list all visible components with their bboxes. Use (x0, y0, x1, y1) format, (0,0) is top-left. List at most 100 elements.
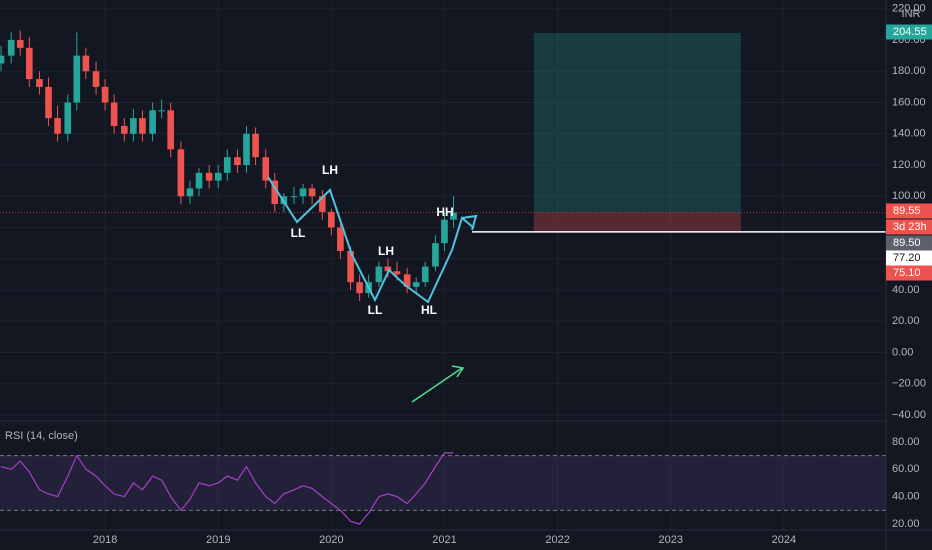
candle-body (16, 40, 24, 48)
candle-body (25, 47, 33, 80)
candle-body (450, 212, 457, 220)
candle-body (177, 149, 185, 197)
arrow-head (461, 214, 478, 231)
candle-body (262, 157, 270, 181)
y-tick-label: −40.00 (892, 409, 926, 421)
y-tick-label: 20.00 (892, 315, 920, 327)
countdown-tag (886, 219, 932, 235)
candle-body (54, 118, 61, 134)
candle-body (403, 274, 411, 287)
x-tick-label: 2020 (319, 534, 343, 546)
rsi-tick-label: 60.00 (892, 463, 920, 475)
x-tick-label: 2022 (545, 534, 569, 546)
candle-body (0, 55, 5, 64)
candle-body (149, 110, 156, 134)
candle-body (393, 271, 401, 275)
candle-body (139, 118, 146, 134)
axis-tag (886, 235, 932, 251)
candle-body (158, 110, 165, 112)
axis-tag-label: 89.50 (893, 237, 921, 249)
currency: INR (902, 8, 921, 20)
annotation: LL (291, 226, 306, 240)
volume-arrow-head (451, 365, 465, 378)
rsi-title: RSI (14, close) (5, 430, 78, 442)
candle-body (64, 102, 72, 134)
axes: 2018 2019 2020 2021 2022 2023 2024220.00200.00… (93, 3, 932, 546)
x-tick-label: 2018 (93, 534, 117, 546)
candle-body (45, 86, 52, 119)
position-tool[interactable] (0, 32, 886, 233)
candle-body (234, 157, 241, 165)
annotation: HL (421, 303, 437, 317)
candle-body (82, 55, 90, 72)
candle-body (271, 180, 279, 205)
y-tick-label: 160.00 (892, 96, 926, 108)
candle-body (7, 40, 15, 56)
y-tick-label: 0.00 (892, 346, 913, 358)
volume-arrow (411, 367, 463, 403)
candle-body (121, 125, 128, 134)
loss-zone (533, 212, 741, 232)
candle-body (214, 172, 222, 181)
candle-body (290, 196, 298, 198)
annotation: LH (378, 244, 394, 258)
rsi-tick-label: 40.00 (892, 491, 920, 503)
axis-tag (886, 203, 932, 219)
y-tick-label: 120.00 (892, 159, 926, 171)
axis-tag-label: 89.55 (893, 205, 921, 217)
candle-body (356, 282, 363, 294)
candle-body (195, 172, 203, 189)
x-tick-label: 2019 (206, 534, 230, 546)
y-tick-label: 100.00 (892, 190, 926, 202)
candle-body (441, 219, 448, 244)
y-tick-label: 180.00 (892, 65, 926, 77)
axis-tag (886, 265, 932, 281)
x-tick-label: 2021 (432, 534, 456, 546)
annotation: HH (436, 205, 453, 219)
candle-body (186, 188, 194, 197)
y-tick-label: 140.00 (892, 128, 926, 140)
x-tick-label: 2024 (772, 534, 796, 546)
rsi-tick-label: 80.00 (892, 436, 920, 448)
axis-tag-label: 204.55 (893, 26, 927, 38)
candle-body (412, 282, 420, 287)
x-tick-label: 2023 (658, 534, 682, 546)
candle-body (110, 102, 118, 126)
rsi-pane (0, 452, 886, 525)
pattern-drawing[interactable]: LL LH LL LH HL HH (267, 163, 478, 403)
candle-body (328, 211, 335, 228)
profit-zone (533, 32, 741, 213)
candle-body (36, 79, 43, 87)
candle-body (375, 266, 383, 283)
candle-body (223, 157, 231, 173)
candle-body (308, 188, 316, 197)
candle-body (432, 243, 439, 267)
axis-tag-label: 77.20 (893, 252, 921, 264)
rsi-tick-label: 20.00 (892, 518, 920, 530)
annotation: LH (322, 163, 338, 177)
y-tick-label: 40.00 (892, 284, 920, 296)
candle-body (318, 196, 326, 212)
candle-body (205, 172, 213, 181)
y-tick-label: 220.00 (892, 3, 926, 15)
candle-body (73, 55, 81, 103)
annotation: LL (368, 303, 383, 317)
candle-body (252, 133, 259, 158)
candle-body (243, 133, 250, 165)
candle-body (421, 266, 429, 283)
zigzag (267, 176, 475, 304)
candle-body (337, 227, 344, 251)
candle-body (299, 188, 307, 197)
candle-body (101, 86, 109, 103)
candle-body (130, 118, 137, 134)
axis-tag (886, 24, 932, 40)
candle-body (167, 110, 175, 150)
countdown: 3d 23h (893, 221, 927, 233)
axis-tag-label: 75.10 (893, 267, 921, 279)
axis-tag (886, 250, 932, 266)
y-tick-label: −20.00 (892, 378, 926, 390)
candle-body (347, 250, 354, 283)
